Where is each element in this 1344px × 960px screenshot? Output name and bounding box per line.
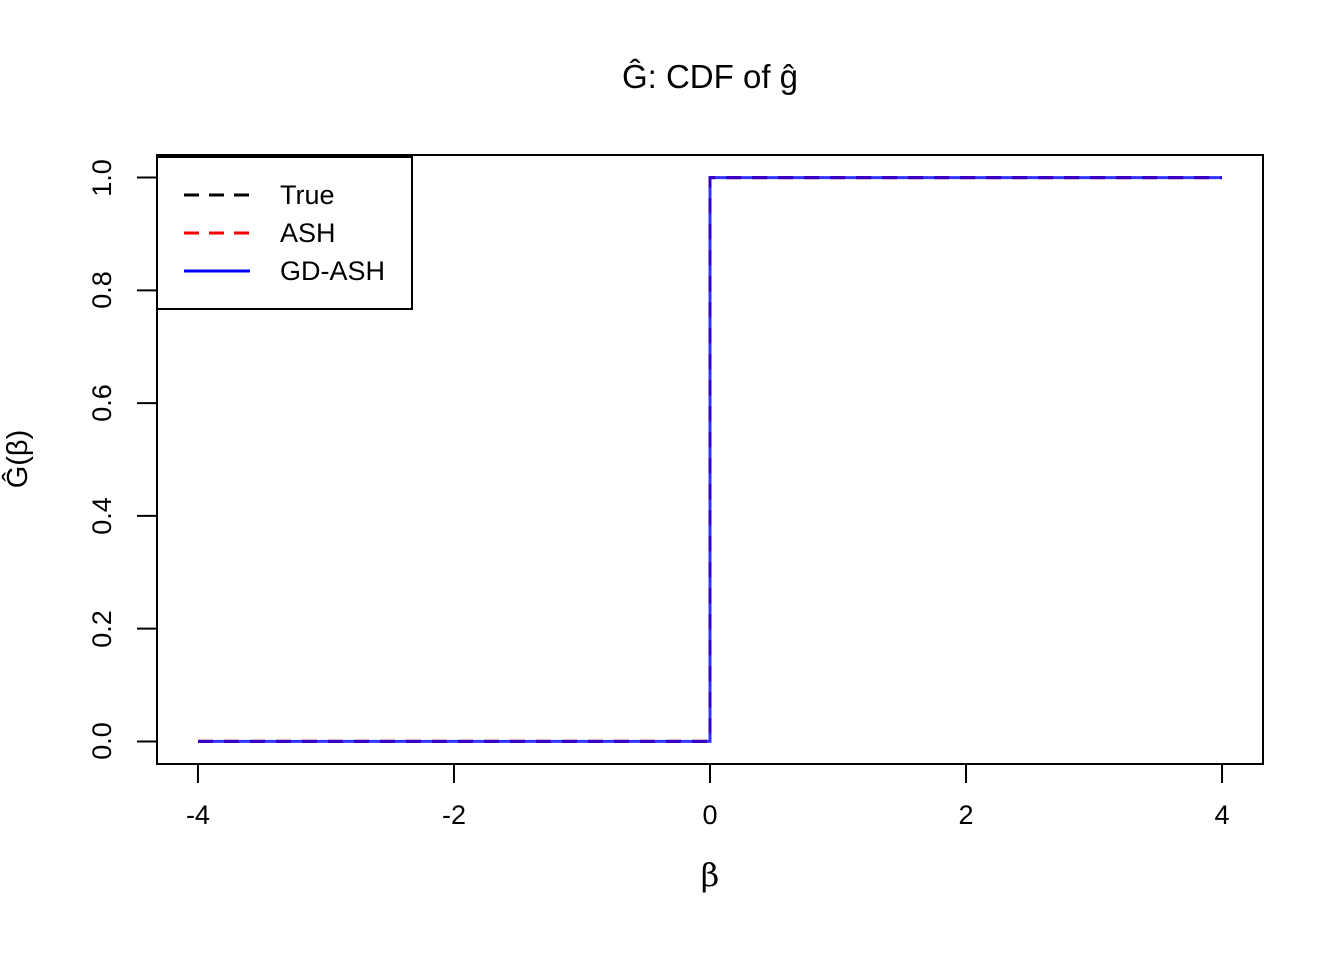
x-tick-label: 2 — [958, 800, 974, 830]
y-tick-label: 0.0 — [87, 722, 117, 761]
legend-item-label: True — [280, 179, 335, 210]
y-tick-label: 0.8 — [87, 271, 117, 310]
legend-line-sample — [184, 193, 250, 197]
y-tick-label: 0.2 — [87, 609, 117, 648]
y-axis-label: Ĝ(β) — [2, 429, 34, 489]
x-tick-label: -4 — [185, 800, 210, 830]
legend-line-sample — [184, 269, 250, 273]
legend: True ASH GD-ASH — [156, 156, 413, 310]
y-tick-label: 1.0 — [87, 158, 117, 197]
legend-item-gd-ash: GD-ASH — [184, 252, 411, 290]
x-tick-label: 0 — [702, 800, 718, 830]
series-line-gd-ash — [198, 176, 1222, 743]
y-tick-label: 0.4 — [87, 497, 117, 535]
x-tick-label: 4 — [1214, 800, 1230, 830]
y-tick-label: 0.6 — [87, 384, 117, 422]
legend-item-ash: ASH — [184, 214, 411, 252]
x-tick-label: -2 — [441, 800, 466, 830]
legend-line-sample — [184, 231, 250, 235]
legend-item-label: ASH — [280, 217, 336, 248]
legend-item-true: True — [184, 176, 411, 214]
plot-title: Ĝ: CDF of ĝ — [621, 58, 799, 95]
legend-item-label: GD-ASH — [280, 255, 386, 286]
x-axis-label: β — [700, 856, 720, 894]
